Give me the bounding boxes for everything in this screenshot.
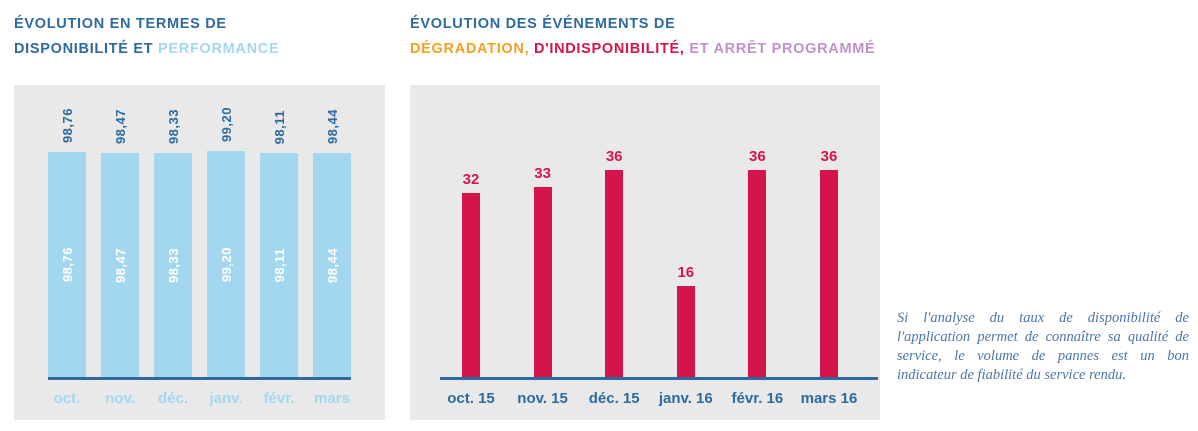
availability-title-text-dark: DISPONIBILITÉ ET [14,41,159,57]
bar-value-label: 32 [462,171,480,188]
events-x-axis-labels: oct. 15 nov. 15 déc. 15 janv. 16 févr. 16 mar… [440,390,860,407]
bar-value-label: 36 [605,148,623,165]
availability-bar: 98,11 [260,153,298,378]
bar-value-label: 16 [677,264,695,281]
availability-bar: 98,47 [101,153,139,378]
events-bars-area: 32 33 36 16 36 36 [440,131,860,378]
bar-value-label: 98,44 [324,108,340,144]
events-title-line1: ÉVOLUTION DES ÉVÉNEMENTS DE [410,12,875,37]
analysis-note: Si l'analyse du taux de disponibilité de… [897,310,1189,383]
events-bar [748,170,767,378]
x-axis-label: févr. 16 [731,390,784,407]
availability-bar: 98,33 [154,153,192,378]
events-x-axis-line [440,377,878,380]
events-bar-column: 33 [512,165,574,378]
events-title-seg-degradation: DÉGRADATION, [410,41,530,57]
bar-inner-value-label: 98,76 [59,247,75,283]
events-bar [605,170,624,378]
events-bar [819,170,838,378]
bar-inner-value-label: 99,20 [218,246,234,283]
availability-chart-title: ÉVOLUTION EN TERMES DE DISPONIBILITÉ ET … [14,12,279,62]
x-axis-label: déc. [157,390,188,407]
events-bar-column: 32 [440,171,502,378]
bar-value-label: 98,76 [59,107,75,143]
x-axis-label: févr. [263,390,295,407]
availability-title-line1: ÉVOLUTION EN TERMES DE [14,12,279,37]
events-title-seg-indisponibilite: D'INDISPONIBILITÉ, [529,41,685,57]
events-title-seg-arret-programme: ET ARRÊT PROGRAMMÉ [684,41,876,57]
events-chart-panel: 32 33 36 16 36 36 oct. 15 nov. 15 déc. 15 janv. … [410,85,880,420]
events-bar [533,187,552,378]
events-bar [676,286,695,378]
events-title-line2: DÉGRADATION, D'INDISPONIBILITÉ, ET ARRÊT… [410,37,875,62]
availability-bars-area: 98,76 98,76 98,47 98,47 98,33 98,33 99,20 99,20… [48,89,351,378]
availability-x-axis-line [48,377,351,380]
availability-bar-column: 98,33 98,33 [154,109,192,378]
availability-title-text: ÉVOLUTION EN TERMES DE [14,16,227,32]
x-axis-label: mars 16 [800,390,858,407]
x-axis-label: nov. [105,390,135,407]
availability-bar-column: 99,20 99,20 [207,107,245,378]
bar-value-label: 99,20 [218,106,234,142]
x-axis-label: oct. 15 [447,390,495,407]
availability-bar: 99,20 [207,151,245,378]
x-axis-label: oct. [53,390,81,407]
availability-bar-column: 98,76 98,76 [48,108,86,378]
bar-value-label: 98,47 [112,108,128,144]
availability-bar-column: 98,11 98,11 [260,110,298,378]
bar-value-label: 98,11 [271,109,287,144]
availability-title-line2: DISPONIBILITÉ ET PERFORMANCE [14,37,279,62]
events-bar-column: 36 [726,148,788,378]
availability-x-axis-labels: oct. nov. déc. janv. févr. mars [48,390,351,407]
events-bar [462,193,480,378]
events-chart-title: ÉVOLUTION DES ÉVÉNEMENTS DE DÉGRADATION,… [410,12,875,62]
availability-bar-column: 98,47 98,47 [101,109,139,378]
bar-value-label: 36 [820,148,838,165]
availability-bar: 98,76 [48,152,86,378]
availability-title-accent-performance: PERFORMANCE [158,41,280,57]
events-bar-column: 16 [655,264,717,378]
events-bar-column: 36 [583,148,645,378]
bar-inner-value-label: 98,47 [112,247,128,284]
bar-value-label: 98,33 [165,108,181,144]
bar-inner-value-label: 98,11 [271,248,287,283]
bar-value-label: 33 [534,165,551,182]
events-title-text: ÉVOLUTION DES ÉVÉNEMENTS DE [410,16,676,32]
x-axis-label: déc. 15 [588,390,640,407]
bar-inner-value-label: 98,44 [324,247,340,284]
availability-bar: 98,44 [313,153,351,378]
x-axis-label: mars [314,390,350,407]
events-bar-column: 36 [798,148,860,378]
bar-inner-value-label: 98,33 [165,247,181,284]
availability-chart-panel: 98,76 98,76 98,47 98,47 98,33 98,33 99,20 99,20… [14,85,385,420]
x-axis-label: janv. [209,390,243,407]
bar-value-label: 36 [749,148,766,165]
x-axis-label: janv. 16 [658,390,713,407]
x-axis-label: nov. 15 [517,390,568,407]
availability-bar-column: 98,44 98,44 [313,109,351,378]
